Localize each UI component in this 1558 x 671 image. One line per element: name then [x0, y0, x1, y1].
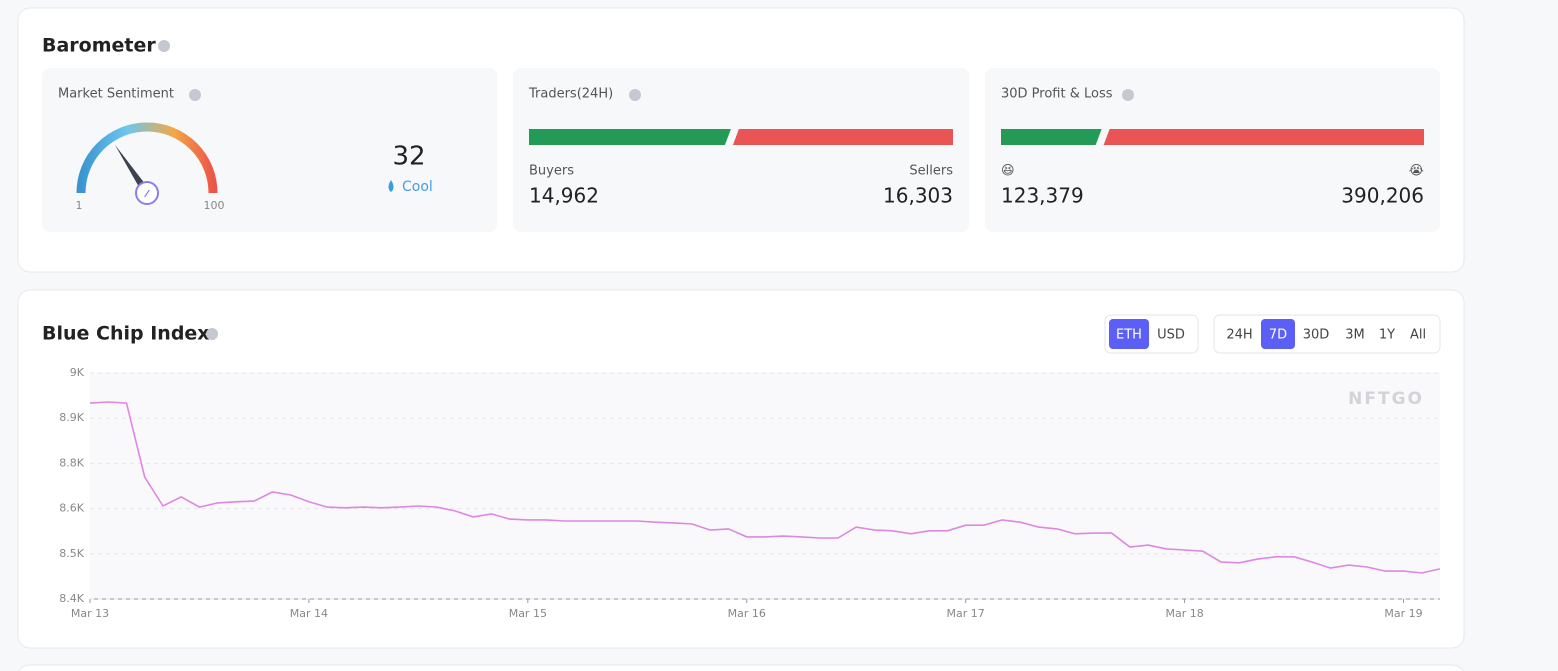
sentiment-value: 32 [392, 142, 425, 172]
green-bar [529, 129, 731, 145]
info-icon [189, 89, 201, 101]
loss-emoji: 😭 [1409, 164, 1424, 179]
toggle-label[interactable]: ETH [1116, 328, 1142, 343]
info-icon [158, 40, 170, 52]
y-tick-label: 8.9K [59, 411, 84, 424]
toggle-button[interactable] [1373, 319, 1401, 349]
gauge-arc [76, 122, 218, 194]
x-tick-label: Mar 17 [947, 607, 985, 620]
sellers-value: 16,303 [883, 184, 953, 208]
toggle-button[interactable] [1261, 319, 1295, 349]
next-card [18, 664, 1464, 671]
profit-emoji: 😆 [1001, 164, 1015, 179]
chart-title: Blue Chip Index [42, 323, 210, 345]
y-tick-label: 9K [70, 366, 85, 379]
toggle-label[interactable]: USD [1157, 328, 1185, 343]
x-tick-label: Mar 14 [290, 607, 328, 620]
buyers-label: Buyers [529, 164, 574, 179]
sellers-label: Sellers [909, 164, 953, 179]
y-tick-label: 8.4K [59, 592, 84, 605]
red-bar [1103, 129, 1424, 145]
x-tick-label: Mar 19 [1384, 607, 1422, 620]
panel-label: Market Sentiment [58, 87, 174, 102]
toggle-label[interactable]: 1Y [1379, 328, 1395, 343]
toggle-button[interactable] [1295, 319, 1337, 349]
panel-label: Traders(24H) [528, 87, 613, 102]
x-tick-label: Mar 16 [728, 607, 766, 620]
traders-panel [513, 68, 969, 232]
x-tick-label: Mar 13 [71, 607, 109, 620]
y-tick-label: 8.6K [59, 502, 84, 515]
plot-area [90, 373, 1440, 599]
info-icon [206, 328, 218, 340]
x-tick-label: Mar 18 [1165, 607, 1203, 620]
index-line [89, 401, 1441, 574]
drop-icon [388, 180, 394, 192]
toggle-label[interactable]: 3M [1345, 328, 1365, 343]
red-bar [732, 129, 953, 145]
toggle-label[interactable]: 7D [1269, 328, 1287, 343]
loss-value: 390,206 [1341, 184, 1424, 208]
watermark: NFTGO [1348, 389, 1424, 409]
toggle-button[interactable] [1401, 319, 1435, 349]
toggle-button[interactable] [1218, 319, 1261, 349]
x-tick-label: Mar 15 [509, 607, 547, 620]
toggle-label[interactable]: All [1410, 328, 1426, 343]
sentiment-status: Cool [402, 179, 433, 195]
y-tick-label: 8.5K [59, 547, 84, 560]
gauge-min: 1 [76, 199, 83, 212]
info-icon [629, 89, 641, 101]
toggle-button[interactable] [1337, 319, 1373, 349]
gauge-max: 100 [204, 199, 225, 212]
buyers-value: 14,962 [529, 184, 599, 208]
toggle-button[interactable] [1149, 319, 1193, 349]
pnl-panel [985, 68, 1440, 232]
info-icon [1122, 89, 1134, 101]
section-title: Barometer [42, 35, 156, 57]
toggle-label[interactable]: 24H [1226, 328, 1252, 343]
gauge-hub-logo: ⁄ [144, 189, 150, 200]
y-tick-label: 8.8K [59, 456, 84, 469]
profit-value: 123,379 [1001, 184, 1084, 208]
panel-label: 30D Profit & Loss [1001, 87, 1113, 102]
toggle-button[interactable] [1109, 319, 1149, 349]
green-bar [1001, 129, 1102, 145]
gauge-hub [135, 181, 159, 205]
toggle-label[interactable]: 30D [1303, 328, 1330, 343]
